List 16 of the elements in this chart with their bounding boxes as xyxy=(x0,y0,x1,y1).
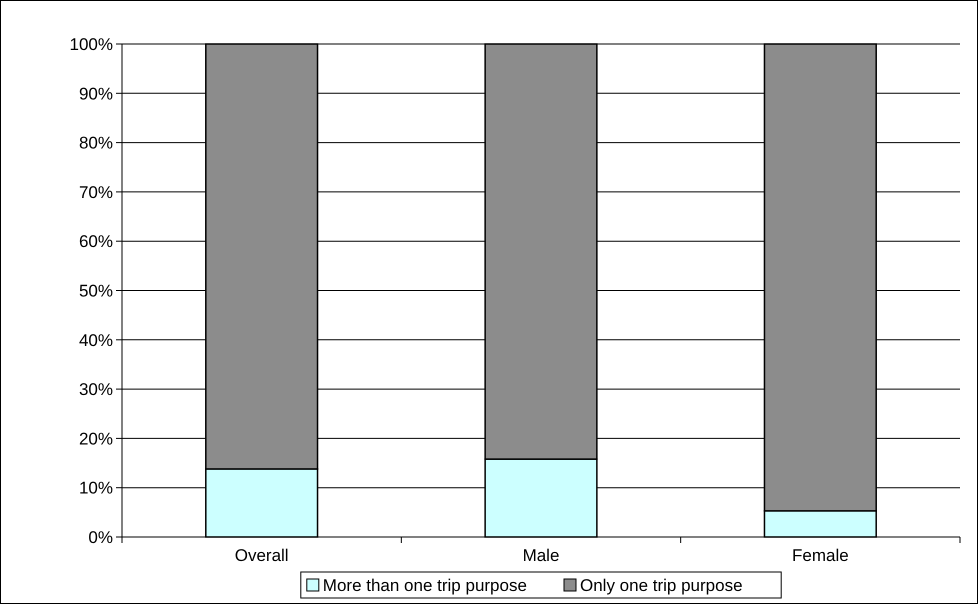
legend-label: More than one trip purpose xyxy=(322,576,527,595)
y-tick-label: 20% xyxy=(78,429,113,448)
y-tick-label: 40% xyxy=(78,330,113,350)
y-tick-label: 70% xyxy=(78,182,113,202)
y-tick-label: 50% xyxy=(78,281,113,300)
y-tick-label: 60% xyxy=(78,232,113,252)
y-tick-label: 80% xyxy=(78,134,113,153)
y-tick-label: 90% xyxy=(78,84,113,104)
y-tick-label: 10% xyxy=(78,478,113,498)
y-tick-label: 30% xyxy=(78,380,113,400)
legend-label: Only one trip purpose xyxy=(580,576,743,595)
x-tick-label: Female xyxy=(792,546,849,565)
x-tick-label: Overall xyxy=(234,546,289,565)
x-tick-label: Male xyxy=(522,546,560,565)
y-tick-label: 0% xyxy=(88,528,113,547)
y-tick-label: 100% xyxy=(70,34,113,54)
